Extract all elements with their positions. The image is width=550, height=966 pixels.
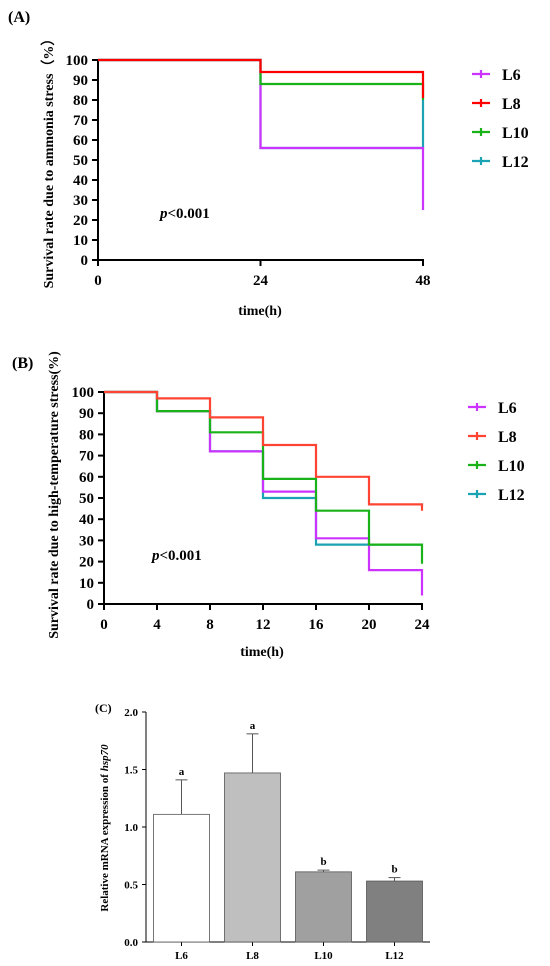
bar-l8 xyxy=(224,772,281,943)
y-tick-label: 10 xyxy=(79,576,94,592)
significance-letter: b xyxy=(320,856,326,868)
x-tick-label: 24 xyxy=(415,617,431,633)
y-tick-label: 40 xyxy=(73,173,88,189)
y-tick-label: 100 xyxy=(72,385,95,401)
panel-b-label: (B) xyxy=(12,355,33,372)
x-tick-label: L10 xyxy=(314,950,333,962)
panel-a: (A) Survival rate due to ammonia stress（… xyxy=(8,9,529,319)
legend-label: L8 xyxy=(498,429,517,446)
x-tick-label: 0 xyxy=(94,273,102,289)
panel-b-pvalue: p<0.001 xyxy=(150,548,202,564)
y-tick-label: 100 xyxy=(66,53,89,69)
y-tick-label: 0 xyxy=(87,597,95,613)
series-line-l8 xyxy=(104,390,424,511)
panel-b-ylabel: Survival rate due to high-temperature st… xyxy=(47,351,62,639)
bar-l10 xyxy=(295,871,352,943)
panel-a-pvalue: p<0.001 xyxy=(158,206,210,222)
legend-label: L12 xyxy=(502,154,529,171)
y-tick-label: 1.5 xyxy=(124,765,138,777)
bar-l12 xyxy=(366,880,423,943)
panel-a-ylabel: Survival rate due to ammonia stress（%） xyxy=(41,32,57,289)
panel-c: (C) Relative mRNA expression of hsp70 0.… xyxy=(95,701,430,962)
y-tick-label: 80 xyxy=(73,93,88,109)
y-tick-label: 40 xyxy=(79,512,94,528)
significance-letter: a xyxy=(179,766,185,778)
y-tick-label: 50 xyxy=(73,153,88,169)
y-tick-label: 60 xyxy=(79,470,94,486)
significance-letter: a xyxy=(250,720,256,732)
x-tick-label: 20 xyxy=(362,617,377,633)
y-tick-label: 2.0 xyxy=(124,707,138,719)
x-tick-label: L6 xyxy=(175,950,188,962)
y-tick-label: 60 xyxy=(73,133,88,149)
series-line-l8 xyxy=(98,58,425,98)
legend-label: L6 xyxy=(498,400,517,417)
x-tick-label: 4 xyxy=(153,617,161,633)
y-tick-label: 0 xyxy=(81,253,89,269)
panel-c-ylabel: Relative mRNA expression of hsp70 xyxy=(99,744,111,912)
panel-b-xlabel: time(h) xyxy=(240,645,284,660)
x-tick-label: L8 xyxy=(246,950,259,962)
y-tick-label: 10 xyxy=(73,233,88,249)
y-tick-label: 50 xyxy=(79,491,94,507)
x-tick-label: L12 xyxy=(385,950,404,962)
y-tick-label: 0.0 xyxy=(124,937,138,949)
y-tick-label: 20 xyxy=(73,213,88,229)
y-tick-label: 1.0 xyxy=(124,822,138,834)
x-tick-label: 16 xyxy=(309,617,325,633)
y-tick-label: 70 xyxy=(73,113,88,129)
y-tick-label: 90 xyxy=(79,406,94,422)
y-tick-label: 20 xyxy=(79,555,94,571)
y-tick-label: 0.5 xyxy=(124,880,138,892)
panel-c-label: (C) xyxy=(95,701,112,715)
panel-a-label: (A) xyxy=(8,9,30,26)
legend-label: L12 xyxy=(498,487,525,504)
x-tick-label: 8 xyxy=(206,617,214,633)
y-tick-label: 70 xyxy=(79,449,94,465)
y-tick-label: 80 xyxy=(79,427,94,443)
panel-a-xlabel: time(h) xyxy=(238,304,282,319)
legend-label: L8 xyxy=(502,96,521,113)
significance-letter: b xyxy=(391,864,397,876)
panel-b: (B) Survival rate due to high-temperatur… xyxy=(12,351,525,660)
series-line-l10 xyxy=(104,390,424,564)
x-tick-label: 12 xyxy=(256,617,271,633)
legend-label: L10 xyxy=(502,125,529,142)
x-tick-label: 48 xyxy=(416,273,431,289)
legend-label: L10 xyxy=(498,458,525,475)
y-tick-label: 30 xyxy=(79,533,94,549)
legend-label: L6 xyxy=(502,67,521,84)
bar-l6 xyxy=(153,813,210,943)
y-tick-label: 90 xyxy=(73,73,88,89)
x-tick-label: 0 xyxy=(100,617,108,633)
x-tick-label: 24 xyxy=(253,273,269,289)
y-tick-label: 30 xyxy=(73,193,88,209)
